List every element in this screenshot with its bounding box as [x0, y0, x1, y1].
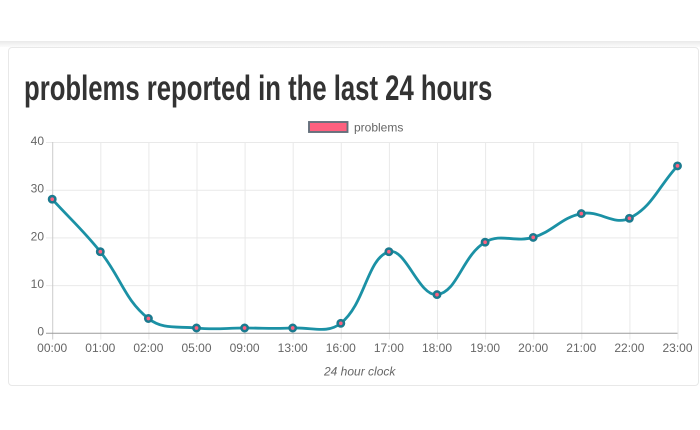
- svg-text:23:00: 23:00: [662, 341, 692, 355]
- svg-text:18:00: 18:00: [422, 341, 452, 355]
- svg-text:02:00: 02:00: [133, 341, 163, 355]
- svg-text:01:00: 01:00: [85, 341, 115, 355]
- svg-text:problems: problems: [354, 120, 403, 134]
- svg-text:20:00: 20:00: [518, 341, 548, 355]
- svg-text:10: 10: [31, 277, 45, 291]
- svg-text:21:00: 21:00: [566, 341, 596, 355]
- svg-text:09:00: 09:00: [230, 341, 260, 355]
- svg-text:20: 20: [31, 229, 45, 243]
- svg-text:05:00: 05:00: [181, 341, 211, 355]
- svg-text:22:00: 22:00: [614, 341, 644, 355]
- svg-text:13:00: 13:00: [278, 341, 308, 355]
- svg-text:0: 0: [37, 325, 44, 339]
- svg-text:16:00: 16:00: [326, 341, 356, 355]
- svg-text:19:00: 19:00: [470, 341, 500, 355]
- svg-text:17:00: 17:00: [374, 341, 404, 355]
- svg-text:24 hour clock: 24 hour clock: [323, 365, 396, 379]
- svg-text:30: 30: [31, 182, 45, 196]
- svg-text:00:00: 00:00: [37, 341, 67, 355]
- svg-text:40: 40: [31, 134, 45, 148]
